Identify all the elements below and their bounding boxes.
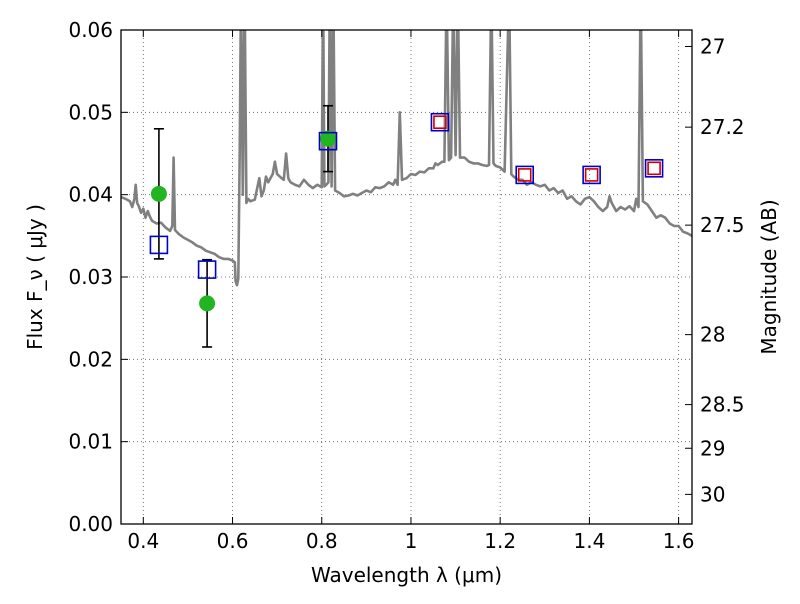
y2-tick-label: 30 [700,482,725,506]
model-flux-inner-square [647,161,661,176]
model-flux-square [318,131,338,151]
photometry-point [150,185,167,202]
y-tick-label: 0.06 [68,18,113,42]
y2-axis-label: Magnitude (AB) [757,199,781,354]
y-tick-label: 0.04 [68,183,113,207]
ticks-layer: 0.4 0.6 0.8 1 1.2 1.4 1.6 0.00 0.01 0.02 0.03 0.04 0… [68,18,744,553]
markers-layer [149,104,664,348]
spectrum-layer [121,30,692,287]
x-tick-label: 1.4 [573,529,605,553]
y2-tick-label: 27.5 [700,213,745,237]
model-flux-square [149,235,169,255]
y-tick-label: 0.00 [68,512,113,536]
y2-tick-label: 29 [700,436,725,460]
y-tick-label: 0.01 [68,430,113,454]
y-tick-label: 0.03 [68,265,113,289]
model-flux-inner-square [517,168,532,182]
y-axis-label: Flux F_ν ( μJy ) [23,204,47,350]
photometry-point [199,295,216,312]
y2-tick-label: 27 [700,34,725,58]
x-axis-label: Wavelength λ (μm) [311,563,502,587]
model-flux-square [582,165,601,185]
x-tick-label: 0.4 [127,529,159,553]
x-tick-label: 1.2 [484,529,516,553]
x-tick-label: 1 [405,529,418,553]
model-flux-square [515,165,535,185]
model-flux-inner-square [433,115,447,130]
y2-tick-label: 27.2 [700,115,745,139]
model-flux-square [430,112,450,132]
y2-tick-label: 28 [700,323,725,347]
model-flux-square [644,159,664,178]
model-flux-square [197,260,217,279]
x-tick-label: 0.6 [217,529,249,553]
y-tick-label: 0.05 [68,100,113,124]
y2-tick-label: 28.5 [700,393,745,417]
x-tick-label: 1.6 [663,529,695,553]
photometry-point [319,130,336,147]
spectrum-line [121,30,692,287]
x-tick-label: 0.8 [306,529,338,553]
model-flux-inner-square [584,168,599,182]
y-tick-label: 0.02 [68,347,113,371]
